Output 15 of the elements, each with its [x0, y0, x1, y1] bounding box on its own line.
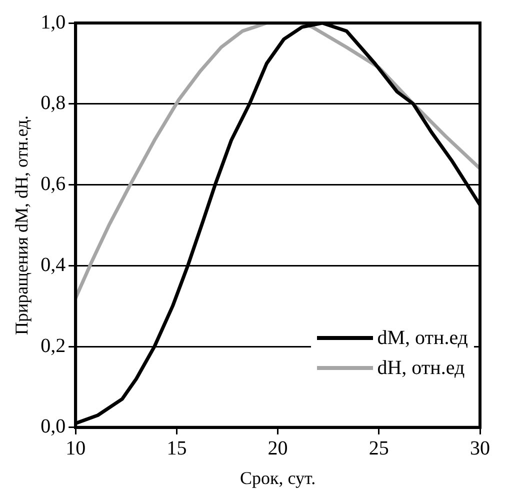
x-tick-label: 30: [470, 438, 490, 460]
y-tick-label: 1,0: [40, 11, 66, 34]
y-tick-label: 0,0: [40, 416, 66, 438]
x-tick-label: 15: [166, 438, 187, 460]
x-axis-title: Срок, сут.: [240, 468, 316, 488]
x-tick-label: 20: [268, 438, 288, 460]
y-tick-label: 0,2: [40, 334, 66, 357]
y-axis-title: Приращения dM, dH, отн.ед.: [12, 115, 32, 336]
legend-label: dH, отн.ед: [377, 356, 465, 382]
y-tick-label: 0,8: [40, 92, 66, 114]
y-tick-label: 0,6: [40, 173, 66, 196]
legend-label: dM, отн.ед: [377, 326, 468, 352]
x-tick-label: 25: [368, 438, 389, 460]
y-tick-label: 0,4: [40, 254, 66, 276]
x-tick-label: 10: [66, 438, 86, 460]
